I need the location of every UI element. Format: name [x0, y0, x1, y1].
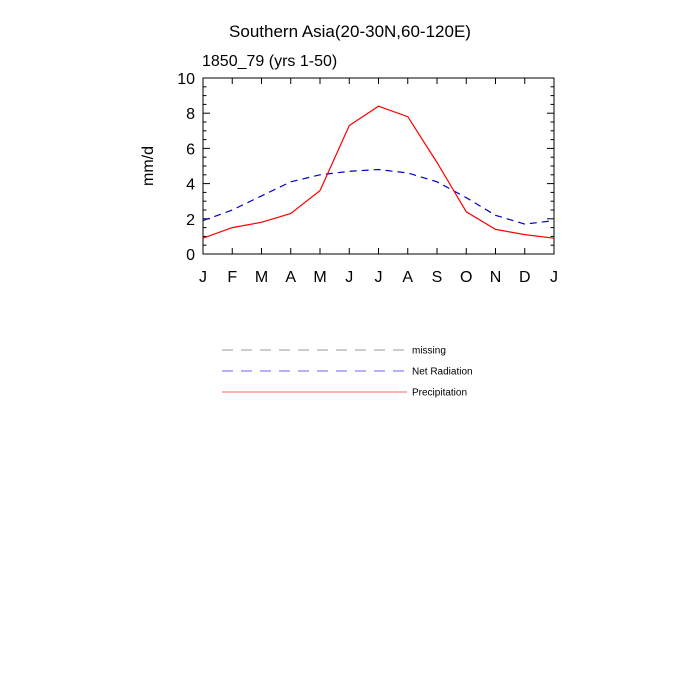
x-tick-label: A — [285, 269, 296, 286]
chart-title: Southern Asia(20-30N,60-120E) — [229, 22, 471, 41]
y-tick-label: 2 — [186, 212, 195, 229]
plot-frame — [202, 77, 555, 255]
series-line-precipitation — [202, 105, 555, 239]
x-tick-label: S — [432, 269, 443, 286]
x-tick-label: J — [375, 269, 383, 286]
legend-label-net-radiation: Net Radiation — [412, 367, 473, 378]
x-tick-label: F — [227, 269, 237, 286]
legend-label-precipitation: Precipitation — [412, 388, 467, 399]
series-line-net-radiation — [202, 168, 555, 225]
x-tick-label: N — [490, 269, 502, 286]
y-tick-label: 8 — [186, 106, 195, 123]
x-tick-label: D — [519, 269, 531, 286]
series-layer — [202, 105, 555, 239]
y-tick-label: 6 — [186, 141, 195, 158]
x-tick-label: O — [460, 269, 472, 286]
x-tick-label: J — [199, 269, 207, 286]
y-tick-label: 10 — [177, 71, 195, 88]
legend: missing Net Radiation Precipitation — [222, 346, 473, 399]
y-tick-label: 4 — [186, 177, 195, 194]
y-axis-label: mm/d — [140, 146, 157, 186]
x-tick-label: A — [402, 269, 413, 286]
legend-label-missing: missing — [412, 346, 446, 357]
y-tick-label: 0 — [186, 247, 195, 264]
x-tick-label: J — [345, 269, 353, 286]
x-tick-label: J — [550, 269, 558, 286]
chart-subtitle: 1850_79 (yrs 1-50) — [202, 53, 337, 70]
x-tick-label: M — [313, 269, 326, 286]
x-tick-label: M — [255, 269, 268, 286]
